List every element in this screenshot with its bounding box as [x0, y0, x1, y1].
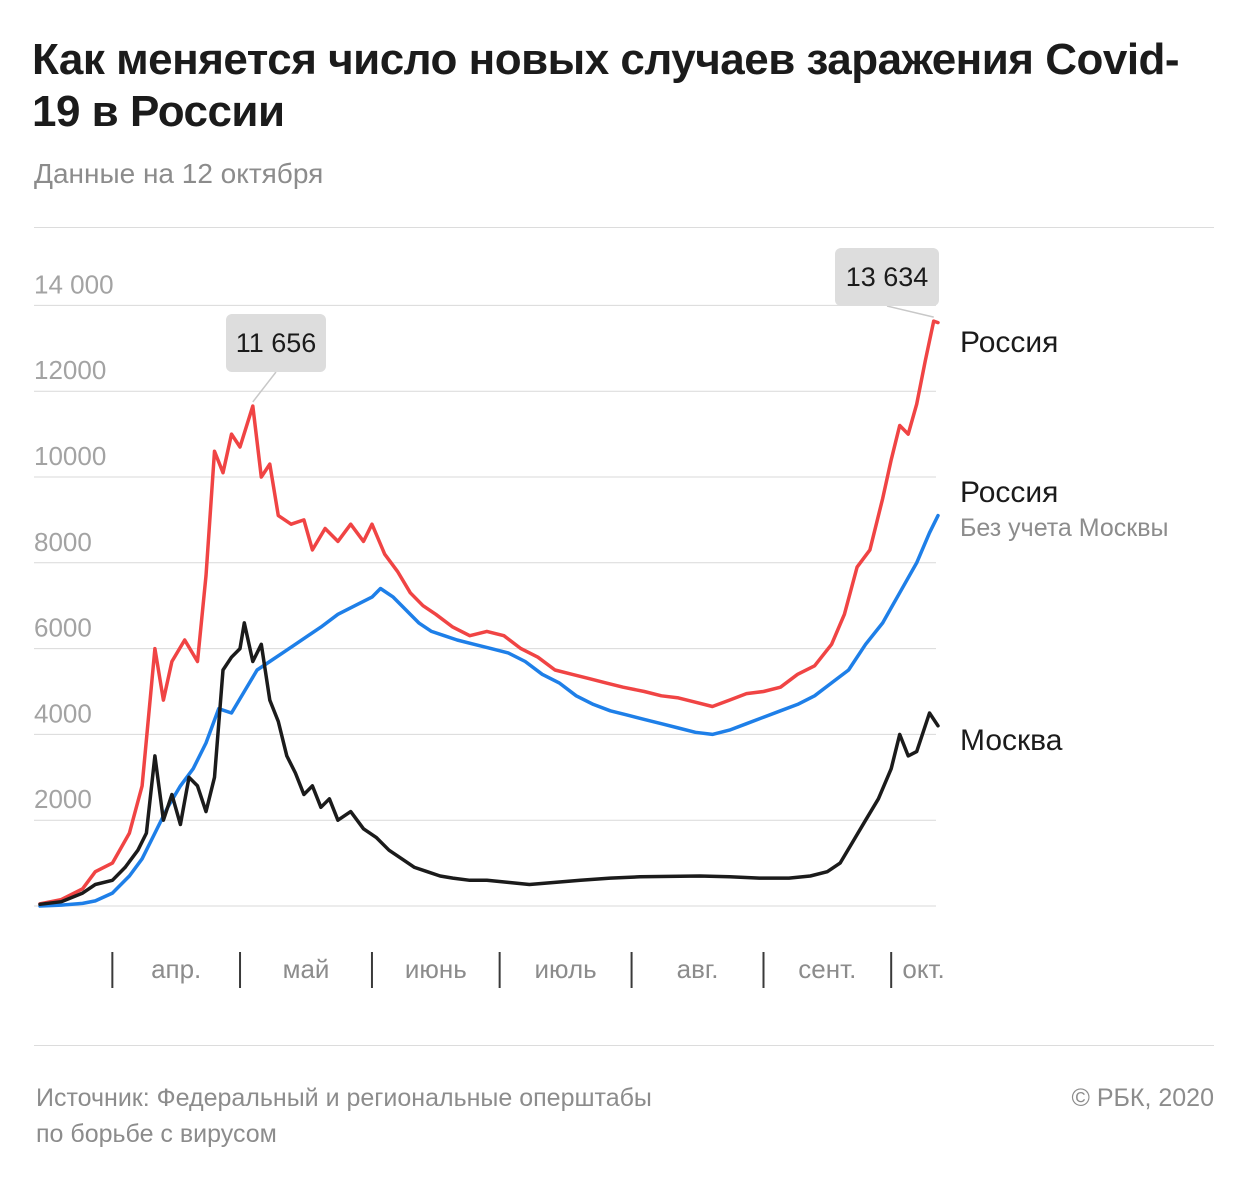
- annotation-label: 13 634: [846, 262, 929, 292]
- month-label: июнь: [405, 954, 467, 984]
- month-label: апр.: [151, 954, 201, 984]
- moscow-line: [38, 621, 940, 907]
- source-line-2: по борьбе с вирусом: [36, 1120, 277, 1148]
- annotation-leader: [886, 305, 934, 318]
- annotation-box: [226, 314, 326, 372]
- top-divider: [34, 227, 1214, 228]
- annotation-box: [835, 248, 939, 306]
- y-tick-label: 8000: [34, 527, 92, 557]
- month-label: июль: [535, 954, 597, 984]
- russia-ex-moscow-line: [38, 513, 940, 908]
- source-note: Источник: Федеральный и региональные опе…: [36, 1080, 652, 1152]
- month-label: май: [283, 954, 330, 984]
- russia-line: [38, 319, 940, 906]
- chart-title: Как меняется число новых случаев заражен…: [32, 35, 1180, 136]
- line-chart: 2000 4000 6000 8000 10000 12000 14 000 апр. май и…: [34, 248, 1168, 988]
- y-tick-label: 6000: [34, 613, 92, 643]
- series-sublabel-ex-moscow: Без учета Москвы: [960, 514, 1168, 542]
- y-tick-label: 12000: [34, 355, 106, 385]
- y-tick-label: 14 000: [34, 269, 114, 299]
- annotation-label: 11 656: [236, 328, 317, 358]
- y-tick-label: 10000: [34, 441, 106, 471]
- annotation-leader: [252, 371, 277, 403]
- series-label-russia-ex-moscow: Россия: [960, 476, 1058, 509]
- bottom-divider: [34, 1045, 1214, 1046]
- series-label-moscow: Москва: [960, 724, 1063, 757]
- month-label: авг.: [677, 954, 719, 984]
- copyright: © РБК, 2020: [1071, 1084, 1214, 1112]
- y-tick-label: 2000: [34, 784, 92, 814]
- chart-subtitle: Данные на 12 октября: [34, 158, 324, 189]
- source-line-1: Источник: Федеральный и региональные опе…: [36, 1084, 652, 1112]
- month-label: сент.: [798, 954, 856, 984]
- month-label: окт.: [902, 954, 944, 984]
- series-label-russia: Россия: [960, 326, 1058, 359]
- y-tick-label: 4000: [34, 698, 92, 728]
